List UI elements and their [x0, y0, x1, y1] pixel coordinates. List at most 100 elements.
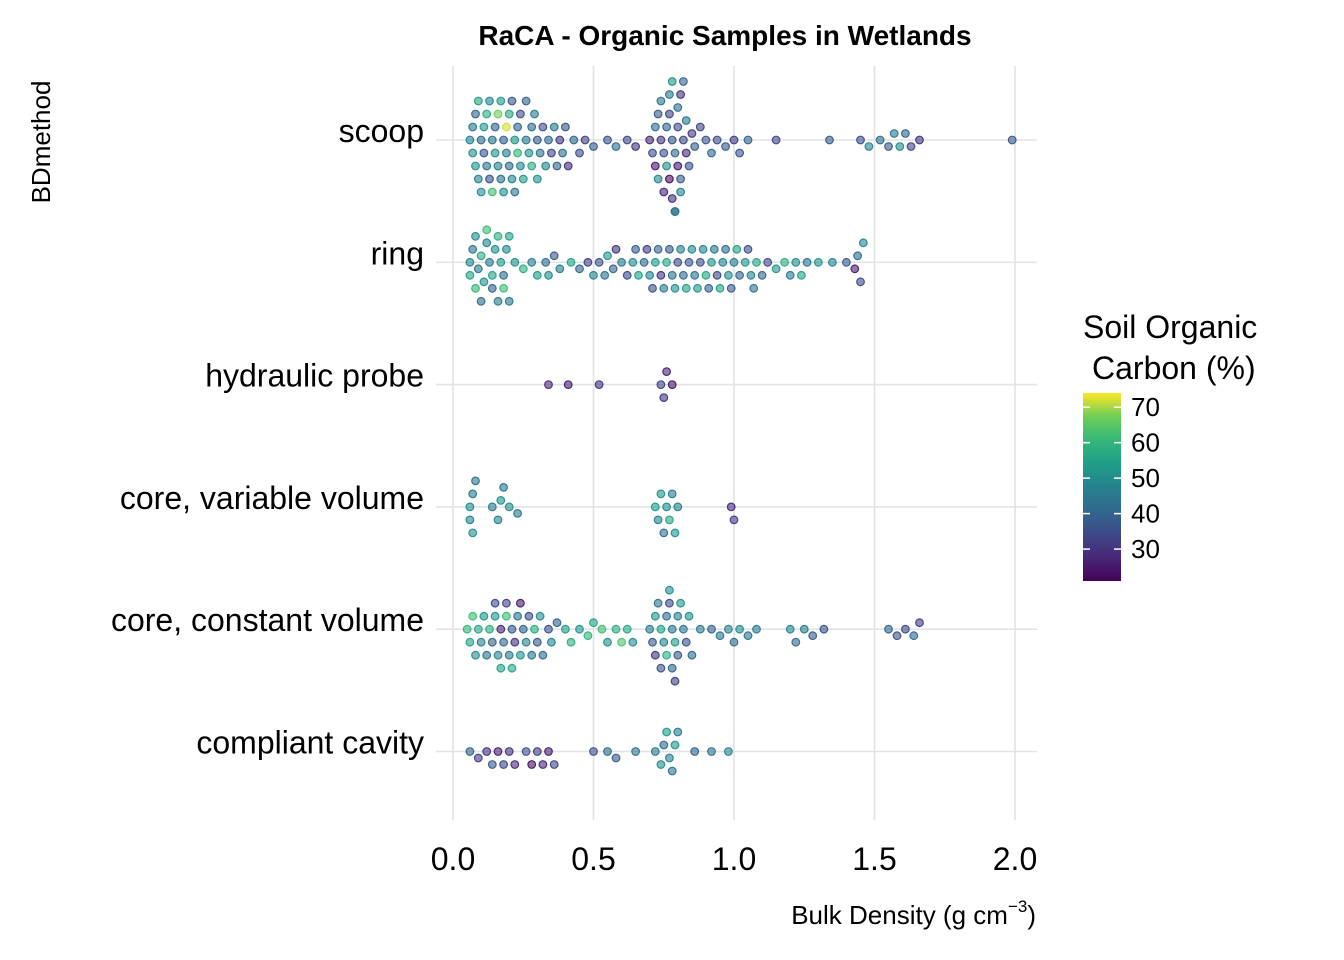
data-point [856, 277, 865, 287]
data-point [487, 502, 497, 512]
data-point [496, 96, 506, 106]
data-point [673, 611, 683, 621]
data-point [659, 148, 669, 158]
data-point [653, 515, 663, 525]
x-tick-label: 1.0 [712, 841, 756, 877]
data-point [763, 257, 773, 267]
data-point [575, 148, 584, 158]
data-point [665, 585, 674, 595]
data-point [659, 283, 669, 293]
data-point [667, 489, 677, 499]
x-axis-title-main: Bulk Density (g cm [791, 900, 1008, 930]
data-point [695, 257, 705, 267]
data-point [656, 380, 666, 390]
data-point [785, 270, 795, 280]
data-point [639, 257, 649, 267]
y-tick-label: core, constant volume [111, 602, 424, 638]
data-point [828, 257, 837, 267]
data-point [490, 611, 500, 621]
data-point [473, 174, 483, 184]
data-point [518, 264, 528, 274]
data-point [566, 257, 576, 267]
data-point [583, 631, 593, 641]
data-point [732, 244, 742, 254]
x-axis-title-superscript: −3 [1008, 897, 1027, 916]
data-point [858, 238, 868, 248]
data-point [729, 135, 739, 145]
data-point [563, 161, 573, 171]
data-point [650, 650, 660, 660]
data-point [513, 611, 522, 621]
data-point [589, 142, 598, 151]
data-point [555, 264, 565, 274]
data-point [530, 624, 539, 634]
data-point [493, 109, 503, 119]
data-point [656, 135, 666, 145]
data-point [471, 283, 480, 293]
y-tick-label: compliant cavity [196, 725, 424, 761]
data-point [476, 187, 486, 197]
data-point [499, 187, 509, 197]
data-point [485, 257, 494, 267]
chart-title: RaCA - Organic Samples in Wetlands [478, 20, 971, 51]
data-point [665, 90, 674, 99]
data-point [653, 598, 663, 608]
data-point [670, 207, 680, 216]
data-point [499, 760, 509, 769]
data-point [715, 283, 725, 293]
data-point [785, 624, 795, 634]
data-point [701, 270, 711, 280]
data-point [665, 598, 674, 608]
data-point [676, 187, 685, 197]
y-tick-label: scoop [339, 113, 424, 149]
data-point [504, 161, 514, 171]
data-point [659, 393, 669, 403]
data-point [538, 650, 548, 660]
data-point [499, 135, 509, 145]
data-point [797, 270, 806, 280]
data-point [535, 148, 545, 158]
data-point [544, 624, 553, 634]
data-point [656, 663, 666, 673]
data-point [558, 148, 567, 158]
data-point [743, 244, 753, 254]
data-point [617, 637, 626, 647]
data-point [513, 148, 522, 158]
data-point [476, 296, 486, 306]
data-point [707, 257, 716, 267]
data-point [665, 174, 674, 184]
data-point [676, 598, 685, 608]
data-point [465, 515, 475, 525]
data-point [687, 129, 697, 138]
data-point [667, 270, 677, 280]
data-point [895, 142, 905, 151]
data-point [889, 129, 899, 138]
data-point [667, 766, 677, 776]
data-point [684, 611, 694, 621]
data-point [487, 637, 497, 647]
data-point [726, 283, 736, 293]
data-point [673, 103, 683, 112]
data-point [690, 142, 700, 151]
data-point [547, 148, 556, 158]
data-point [496, 663, 506, 673]
data-point [594, 257, 604, 267]
data-point [479, 277, 489, 287]
data-point [650, 122, 660, 132]
colorbar-ticks: 30 40 50 60 70 [1083, 392, 1160, 564]
data-point [502, 611, 511, 621]
data-point [507, 96, 517, 106]
data-point [468, 122, 478, 132]
data-point [1007, 135, 1017, 145]
data-point [561, 122, 570, 132]
data-point [532, 270, 542, 280]
data-point [485, 96, 494, 106]
data-point [538, 122, 548, 132]
data-point [735, 148, 744, 158]
data-point [603, 135, 612, 145]
data-point [695, 624, 705, 634]
data-point [780, 257, 789, 267]
data-point [743, 631, 753, 641]
data-point [555, 135, 565, 145]
data-point [532, 135, 542, 145]
